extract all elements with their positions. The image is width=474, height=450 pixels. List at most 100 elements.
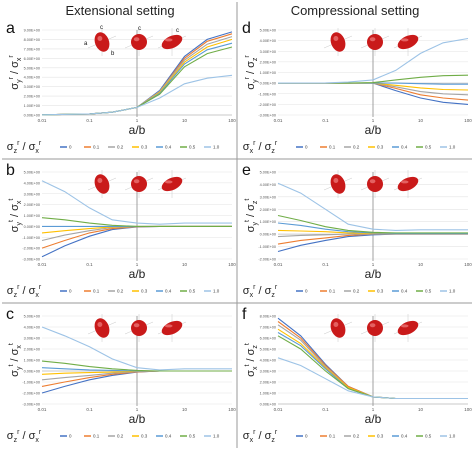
svg-text:σzr / σxr: σzr / σxr [7,429,42,444]
x-tick-label: 0.1 [322,262,329,267]
y-tick-label: 0.00E+00 [24,114,40,118]
legend-label: 1.0 [213,289,220,294]
y-tick-label: 5.00E+00 [24,171,40,175]
svg-text:σyr / σzr: σyr / σzr [244,55,259,90]
legend-label: 1.0 [449,145,456,150]
y-tick-label: 1.00E+00 [24,359,40,363]
legend-label: 0 [69,289,72,294]
svg-text:σxr / σzr: σxr / σzr [243,140,278,155]
x-tick-label: 10 [182,262,188,267]
y-tick-label: 4.00E+00 [260,39,276,43]
legend-label: 1.0 [449,289,456,294]
series-line-0-5 [41,360,232,372]
y-tick-label: -3.00E+00 [22,403,40,407]
y-tick-label: 4.00E+00 [260,183,276,187]
y-tick-label: 9.00E+00 [24,29,40,33]
svg-text:σyt / σxt: σyt / σxt [8,199,23,233]
y-tick-label: 6.00E+00 [260,337,276,341]
legend-label: 0.4 [165,434,172,439]
legend-label: 0.3 [141,434,148,439]
y-tick-label: 4.00E+00 [260,359,276,363]
panel-b: b 5.00E+00 4.00E+00 3.00E+00 2.00E+00 1.00E+0… [6,162,236,299]
legend-title: σzr / σxr [7,140,42,155]
y-tick-label: 5.00E+00 [260,29,276,33]
y-tick-label: 4.00E+00 [24,181,40,185]
x-tick-label: 10 [418,118,424,123]
y-tick-label: 3.00E+00 [24,192,40,196]
axis-letter-b: b [111,51,115,57]
prolate-ellipsoid-icon [87,28,117,56]
series-line-0-2 [277,233,468,238]
x-tick-label: 0.1 [86,262,93,267]
x-tick-label: 1 [372,118,375,123]
svg-text:σxr / σzr: σxr / σzr [243,429,278,444]
x-tick-label: 10 [182,407,188,412]
y-tick-label: -1.00E+00 [258,245,276,249]
y-tick-label: 1.00E+00 [260,220,276,224]
legend-label: 0.3 [141,289,148,294]
x-tick-label: 0.01 [274,407,283,412]
oblate-ellipsoid-icon [157,314,187,342]
x-tick-label: 0.1 [86,407,93,412]
prolate-ellipsoid-icon [87,314,117,342]
x-tick-label: 0.01 [38,407,47,412]
x-tick-label: 100 [464,118,472,123]
legend-label: 0.5 [425,289,432,294]
y-axis-label: σyt / σxt [8,199,23,233]
svg-text:σyt / σzt: σyt / σzt [244,199,259,233]
y-tick-label: 0.00E+00 [24,370,40,374]
svg-text:σxr / σzr: σxr / σzr [243,284,278,299]
svg-text:σyt / σxt: σyt / σxt [8,343,23,377]
y-tick-label: 3.00E+00 [260,50,276,54]
legend-label: 0.1 [93,434,100,439]
x-tick-label: 1 [372,262,375,267]
y-tick-label: 5.00E+00 [24,315,40,319]
y-tick-label: 2.00E+00 [260,208,276,212]
x-tick-label: 0.1 [322,118,329,123]
y-tick-label: 0.00E+00 [260,403,276,407]
y-tick-label: 4.00E+00 [24,326,40,330]
legend-title: σxr / σzr [243,429,278,444]
y-tick-label: 0.00E+00 [260,82,276,86]
legend-label: 0 [305,145,308,150]
legend-label: 0.2 [117,145,124,150]
y-tick-label: 3.00E+00 [24,337,40,341]
y-tick-label: 5.00E+00 [260,348,276,352]
y-axis-label: σyr / σxr [8,55,23,90]
prolate-ellipsoid-icon [323,28,353,56]
x-tick-label: 100 [464,262,472,267]
panel-letter: f [242,306,247,323]
x-tick-label: 1 [372,407,375,412]
panel-e: e 5.00E+00 4.00E+00 3.00E+00 2.00E+00 1.00E+0… [242,162,472,299]
axis-letter-a: a [84,41,88,47]
y-tick-label: 1.00E+00 [24,104,40,108]
legend-label: 0.3 [377,434,384,439]
y-tick-label: 1.00E+00 [260,392,276,396]
series-line-1-0 [41,326,232,371]
legend-label: 0.1 [93,289,100,294]
legend-label: 0.4 [165,289,172,294]
x-axis-label: a/b [365,267,382,281]
y-tick-label: 5.00E+00 [260,171,276,175]
y-tick-label: 2.00E+00 [24,203,40,207]
legend-label: 0 [305,289,308,294]
y-tick-label: 0.00E+00 [24,225,40,229]
legend-label: 0.4 [401,145,408,150]
legend-label: 0.3 [377,289,384,294]
y-tick-label: 1.00E+00 [260,71,276,75]
x-axis-label: a/b [365,123,382,137]
series-line-1-0 [41,74,233,116]
prolate-ellipsoid-icon [323,170,353,198]
legend-label: 0.3 [377,145,384,150]
y-tick-label: 6.00E+00 [24,57,40,61]
y-tick-label: -2.00E+00 [258,103,276,107]
y-tick-label: 4.00E+00 [24,76,40,80]
panel-letter: a [6,20,15,37]
y-tick-label: 0.00E+00 [260,233,276,237]
y-tick-label: 5.00E+00 [24,66,40,70]
x-tick-label: 100 [464,407,472,412]
legend-label: 1.0 [449,434,456,439]
y-tick-label: 3.00E+00 [24,85,40,89]
y-tick-label: 8.00E+00 [24,38,40,42]
x-axis-label: a/b [129,412,146,426]
